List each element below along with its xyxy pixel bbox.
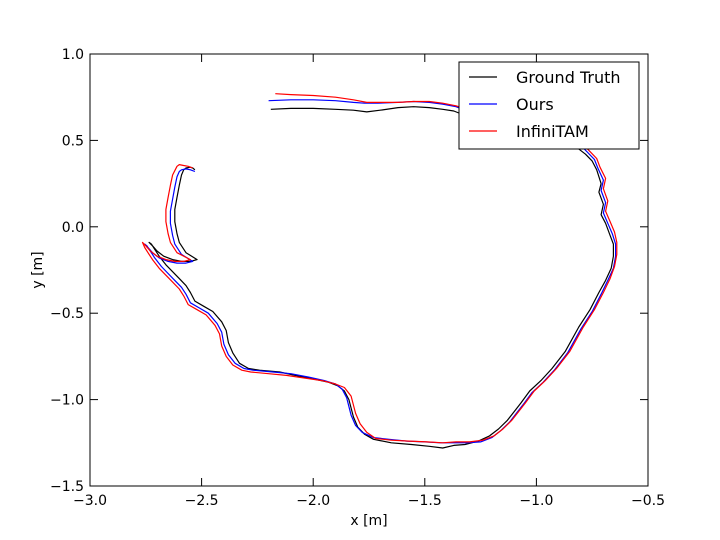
x-axis-label: x [m] [350,513,387,529]
y-tick-label: 0.0 [62,220,84,236]
x-tick-label: −2.0 [296,493,330,509]
legend-label: Ours [516,95,554,114]
x-tick-label: −1.5 [408,493,442,509]
x-tick-label: −0.5 [631,493,665,509]
y-axis-label: y [m] [30,251,46,288]
legend-label: Ground Truth [516,68,621,87]
y-tick-label: 1.0 [62,47,84,63]
tick-layer: −3.0 −2.5 −2.0 −1.5 −1.0 −0.5 −1.5 −1.0 −0.5 0.0 0… [50,47,665,509]
legend-label: InfiniTAM [516,122,589,141]
legend: Ground Truth Ours InfiniTAM [458,61,640,150]
y-tick-label: −1.0 [50,393,84,409]
x-tick-label: −2.5 [185,493,219,509]
plot-frame [89,53,649,487]
x-tick-label: −3.0 [73,493,107,509]
y-tick-label: −1.5 [50,479,84,495]
y-tick-label: 0.5 [62,133,84,149]
y-tick-label: −0.5 [50,306,84,322]
x-tick-label: −1.0 [519,493,553,509]
